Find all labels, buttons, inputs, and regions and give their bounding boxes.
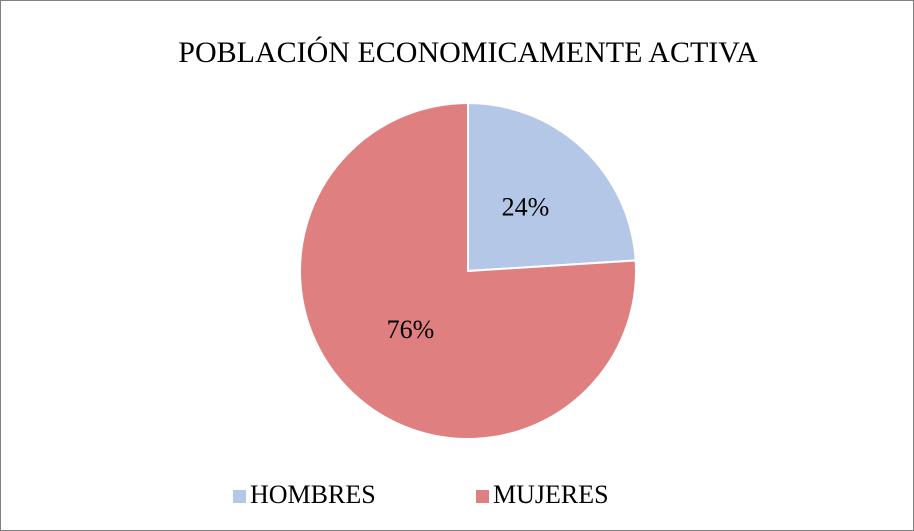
pie-slice — [299, 101, 638, 440]
legend-swatch — [233, 490, 246, 503]
pie-slice — [467, 101, 637, 273]
data-label: 76% — [387, 315, 435, 344]
chart-title: POBLACIÓN ECONOMICAMENTE ACTIVA — [178, 36, 758, 69]
data-label: 24% — [502, 193, 550, 222]
legend-label: MUJERES — [493, 480, 609, 509]
legend-swatch — [476, 490, 489, 503]
legend-label: HOMBRES — [250, 480, 376, 509]
